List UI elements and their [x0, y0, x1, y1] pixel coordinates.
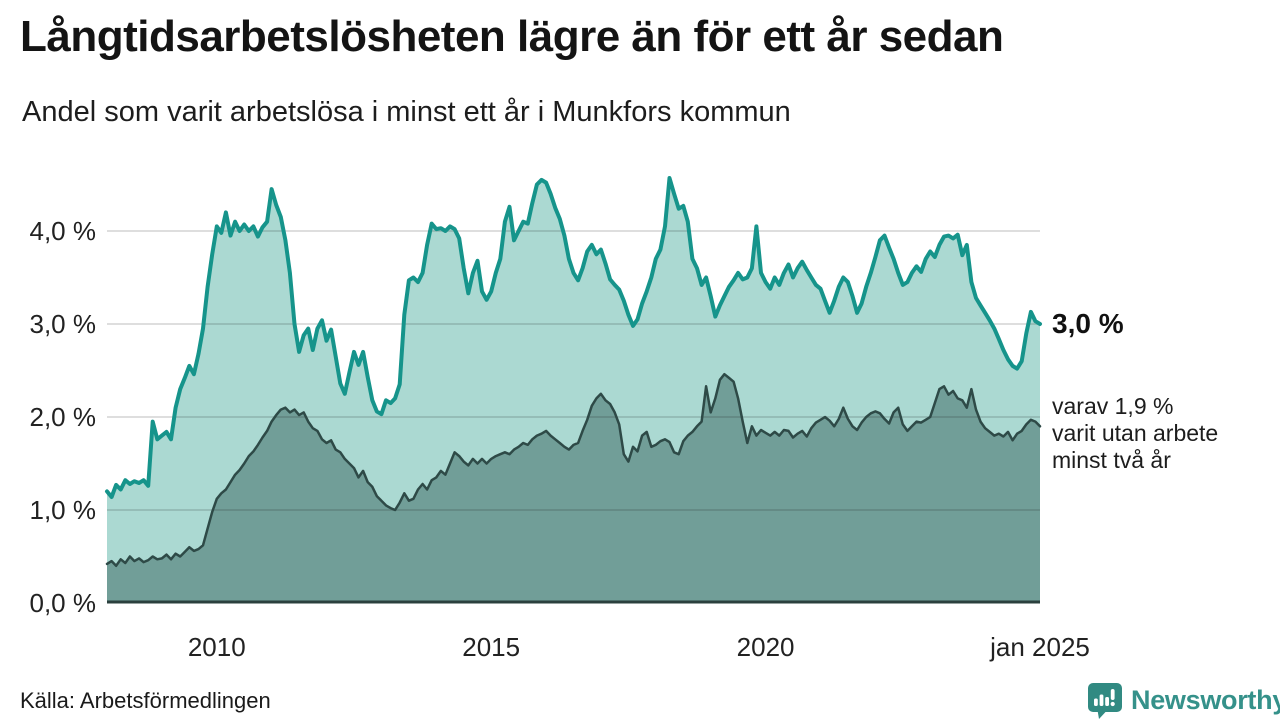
x-tick-label: 2020: [736, 632, 795, 662]
x-tick-label: 2015: [462, 632, 521, 662]
source-note: Källa: Arbetsförmedlingen: [20, 688, 271, 713]
brand-lockup: Newsworthy: [1086, 681, 1280, 719]
series-end-value-label: 3,0 %: [1052, 308, 1124, 339]
series-end-sub-line: varav 1,9 %: [1052, 393, 1174, 419]
y-tick-label: 3,0 %: [29, 309, 97, 339]
y-tick-label: 1,0 %: [29, 495, 97, 525]
page-subtitle: Andel som varit arbetslösa i minst ett å…: [22, 96, 791, 128]
y-tick-label: 4,0 %: [29, 216, 97, 246]
y-tick-label: 0,0 %: [29, 588, 97, 618]
page-title: Långtidsarbetslösheten lägre än för ett …: [20, 12, 1004, 61]
newsworthy-logo-icon: [1086, 681, 1124, 719]
series-end-sub-line: minst två år: [1052, 447, 1171, 473]
x-tick-label: 2010: [187, 632, 246, 662]
x-tick-label: jan 2025: [990, 632, 1090, 662]
y-tick-label: 2,0 %: [29, 402, 97, 432]
series-end-sub-label: varav 1,9 % varit utan arbete minst två …: [1052, 393, 1218, 474]
brand-name: Newsworthy: [1131, 684, 1280, 715]
series-end-sub-line: varit utan arbete: [1052, 420, 1219, 446]
